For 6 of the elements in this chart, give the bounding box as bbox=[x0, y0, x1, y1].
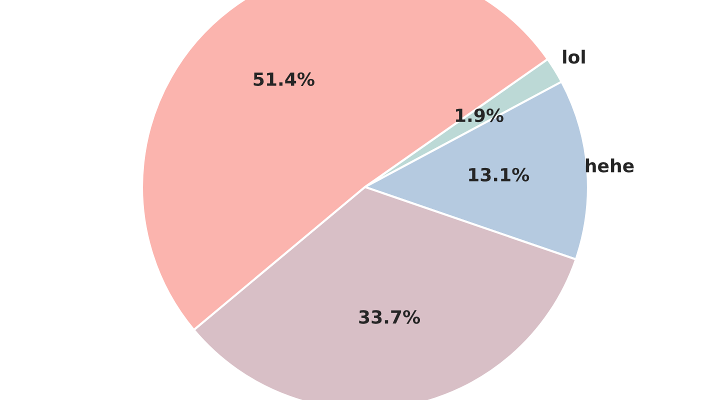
slice-label: lol bbox=[563, 50, 585, 64]
data-label: 1.9% bbox=[456, 108, 504, 122]
data-label: 33.7% bbox=[359, 310, 420, 324]
data-label: 51.4% bbox=[254, 72, 314, 86]
slice-label: hehe bbox=[586, 158, 634, 173]
data-label: 13.1% bbox=[469, 168, 530, 182]
